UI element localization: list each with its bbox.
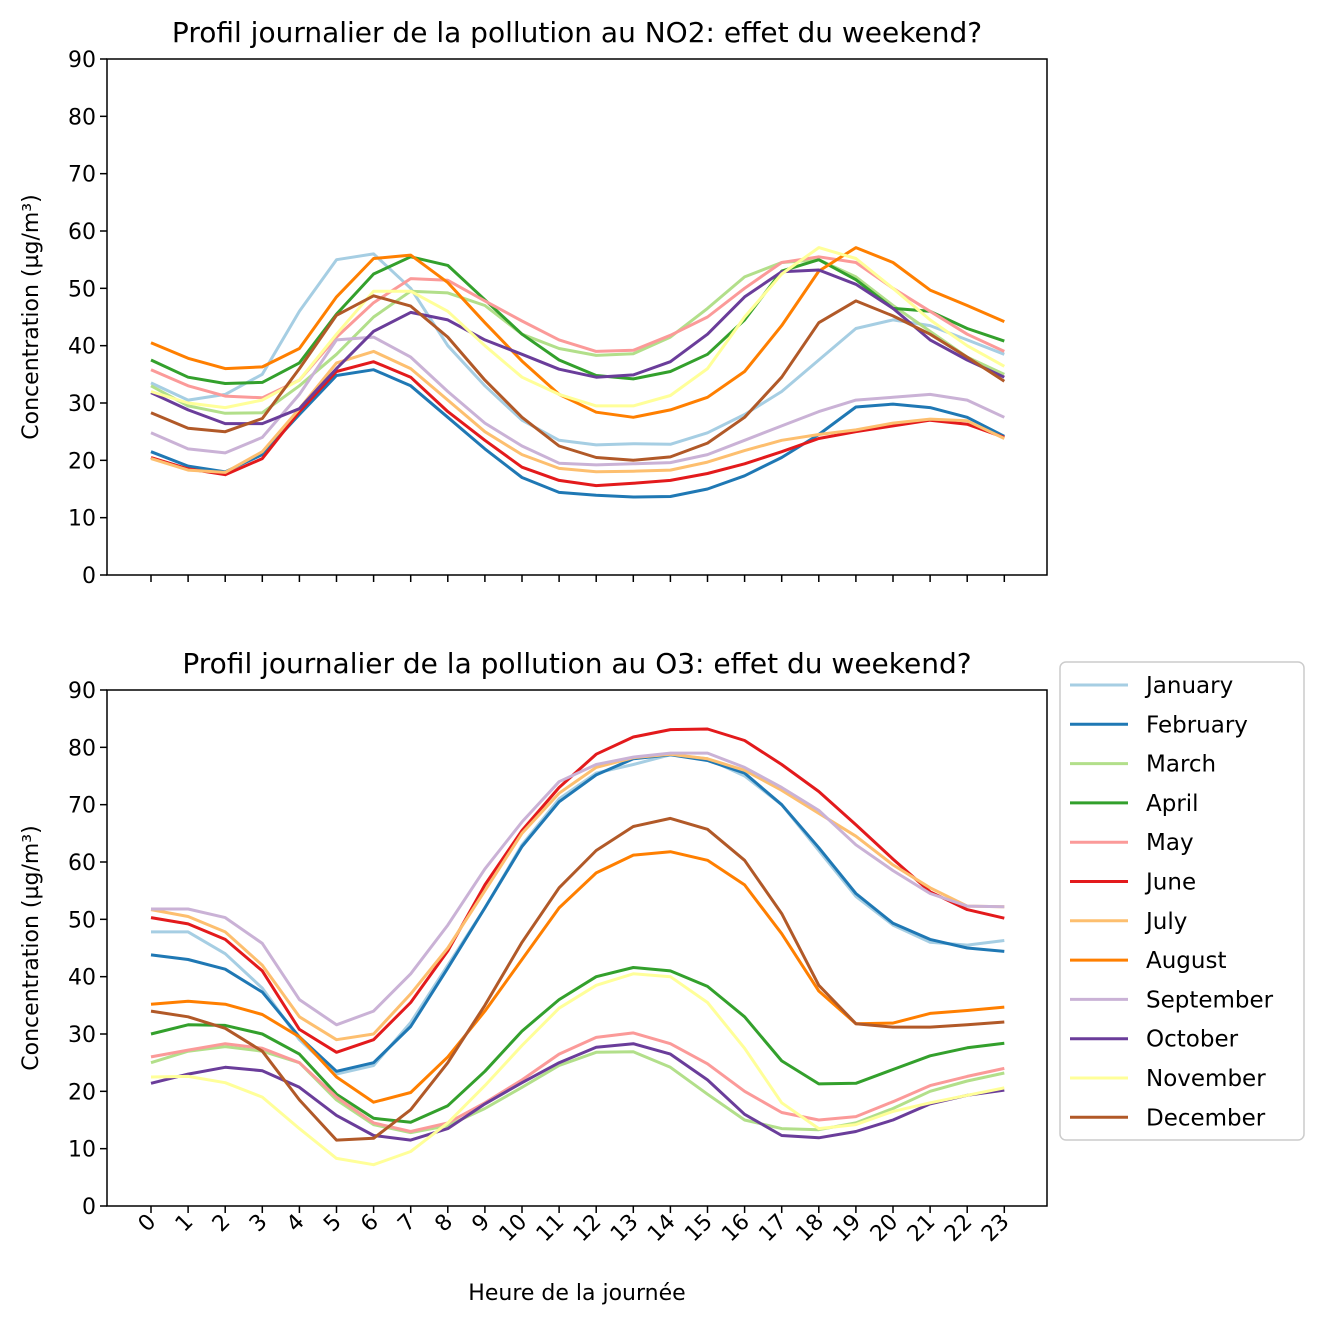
o3-y-tick-label: 50 xyxy=(68,908,96,933)
no2-series-line-august xyxy=(150,246,1005,419)
o3-x-axis-label: Heure de la journée xyxy=(468,1281,685,1306)
legend-box xyxy=(1059,661,1305,1141)
legend-label-february: February xyxy=(1146,712,1248,738)
o3-series-lines xyxy=(150,727,1005,1167)
legend-label-september: September xyxy=(1146,987,1274,1013)
no2-y-tick-label: 50 xyxy=(68,277,96,302)
no2-series-line-march xyxy=(150,258,1005,415)
no2-y-tick-label: 60 xyxy=(68,220,96,245)
o3-series-line-november xyxy=(150,972,1005,1167)
o3-chart-title: Profil journalier de la pollution au O3:… xyxy=(182,647,971,680)
no2-y-tick-label: 90 xyxy=(68,48,96,73)
legend-label-july: July xyxy=(1144,909,1187,935)
no2-y-tick-label: 80 xyxy=(68,105,96,130)
no2-series-line-july xyxy=(150,349,1005,474)
o3-series-line-june xyxy=(150,727,1005,1054)
no2-chart: Profil journalier de la pollution au NO2… xyxy=(19,16,1048,589)
o3-series-line-december xyxy=(150,816,1005,1142)
legend-label-august: August xyxy=(1146,948,1227,974)
legend-label-january: January xyxy=(1144,673,1233,699)
o3-series-line-april xyxy=(150,966,1005,1124)
o3-y-tick-label: 40 xyxy=(68,966,96,991)
o3-series-line-may xyxy=(150,1031,1005,1133)
o3-y-tick-label: 70 xyxy=(68,794,96,819)
no2-y-tick-label: 70 xyxy=(68,163,96,188)
no2-y-ticks: 0 10 20 30 40 50 60 70 80 90 xyxy=(68,48,107,589)
no2-series-line-november xyxy=(150,246,1006,410)
no2-series-line-june xyxy=(150,360,1005,488)
legend-label-march: March xyxy=(1146,752,1216,778)
legend-items: January February March April May June July Augu… xyxy=(1070,673,1274,1131)
legend-label-june: June xyxy=(1144,870,1196,896)
no2-plot-frame xyxy=(106,58,1048,576)
no2-y-tick-label: 30 xyxy=(68,392,96,417)
o3-series-line-february xyxy=(150,753,1005,1073)
o3-plot-frame xyxy=(106,689,1048,1207)
o3-series-line-october xyxy=(150,1042,1005,1142)
no2-y-axis-label: Concentration (µg/m³) xyxy=(19,194,44,439)
o3-y-tick-label: 30 xyxy=(68,1023,96,1048)
legend-label-april: April xyxy=(1146,791,1199,817)
o3-series-line-july xyxy=(150,752,1005,1042)
legend-label-november: November xyxy=(1146,1066,1266,1092)
o3-series-line-september xyxy=(151,751,1005,1027)
no2-series-lines xyxy=(150,246,1006,499)
o3-y-tick-label: 10 xyxy=(68,1138,96,1163)
o3-y-tick-label: 0 xyxy=(82,1195,96,1220)
o3-y-tick-label: 80 xyxy=(68,736,96,761)
no2-series-line-april xyxy=(150,255,1005,385)
no2-y-tick-label: 20 xyxy=(68,449,96,474)
no2-y-tick-label: 40 xyxy=(68,335,96,360)
no2-series-line-september xyxy=(150,335,1005,467)
legend-label-october: October xyxy=(1146,1027,1239,1053)
o3-y-tick-label: 90 xyxy=(68,679,96,704)
no2-y-tick-label: 0 xyxy=(82,564,96,589)
legend: January February March April May June July Augu… xyxy=(1059,661,1305,1141)
o3-y-axis-label: Concentration (µg/m³) xyxy=(19,825,44,1070)
no2-chart-title: Profil journalier de la pollution au NO2… xyxy=(172,16,982,49)
o3-y-tick-label: 20 xyxy=(68,1080,96,1105)
o3-y-ticks: 0 10 20 30 40 50 60 70 80 90 xyxy=(68,679,107,1220)
no2-x-ticks xyxy=(150,575,1006,582)
no2-series-line-october xyxy=(150,268,1005,426)
o3-y-tick-label: 60 xyxy=(68,851,96,876)
no2-series-line-december xyxy=(150,294,1006,462)
no2-series-line-january xyxy=(150,252,1005,447)
no2-y-tick-label: 10 xyxy=(68,507,96,532)
legend-label-may: May xyxy=(1146,830,1194,856)
legend-label-december: December xyxy=(1146,1105,1266,1131)
